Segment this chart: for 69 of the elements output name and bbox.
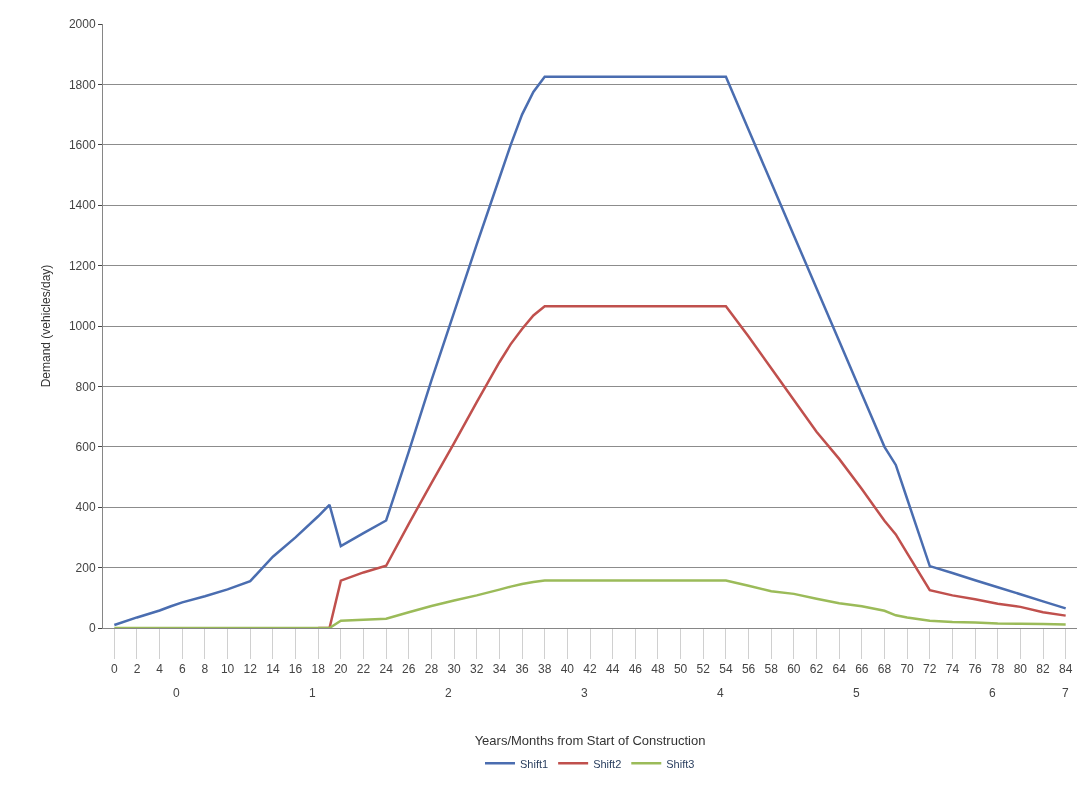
- text: 4: [717, 686, 724, 700]
- x-tick-label: 50: [673, 662, 688, 677]
- x-tick-label: 26: [402, 662, 416, 677]
- x-tick-label: 2: [133, 662, 141, 677]
- x-tick-label: 66: [855, 662, 869, 677]
- x-tick-label: 6: [178, 662, 186, 677]
- y-tick-label: 2000: [68, 17, 96, 32]
- x-tick-label: 76: [968, 662, 983, 677]
- y-tick-label: 1800: [68, 77, 96, 92]
- y-axis-title: Demand (vehicles/day): [39, 264, 54, 388]
- y-tick-label: 200: [75, 560, 96, 575]
- y-tick-label: 1000: [68, 319, 96, 334]
- x-tick-label: 36: [515, 662, 530, 677]
- x-tick-label: 10: [220, 662, 235, 677]
- x-axis-title: Years/Months from Start of Construction: [474, 733, 706, 748]
- x-tick-label: 32: [470, 662, 484, 677]
- x-tick-label: 48: [651, 662, 665, 677]
- y-tick-label: 800: [75, 379, 96, 394]
- text: 6: [989, 686, 996, 700]
- x-tick-label: 56: [741, 662, 756, 677]
- x-tick-label: 40: [560, 662, 575, 677]
- y-tick-label: 400: [75, 500, 96, 515]
- y-tick-label: 1400: [68, 198, 96, 213]
- x-tick-label: 24: [379, 662, 394, 677]
- x-tick-label: 18: [311, 662, 326, 677]
- x-tick-label: 74: [945, 662, 960, 677]
- x-tick-label: 34: [492, 662, 507, 677]
- text: 7: [1062, 686, 1069, 700]
- text: 0: [173, 686, 180, 700]
- x-tick-label: 68: [877, 662, 892, 677]
- text: 3: [581, 686, 588, 700]
- legend-label: Shift1: [520, 757, 549, 770]
- legend-label: Shift2: [593, 757, 622, 770]
- x-tick-label: 82: [1036, 662, 1051, 677]
- line-series: [113, 579, 1067, 628]
- x-tick-label: 80: [1013, 662, 1028, 677]
- text: 2: [445, 686, 452, 700]
- x-tick-label: 52: [696, 662, 711, 677]
- x-tick-label: 22: [356, 662, 371, 677]
- x-tick-label: 28: [424, 662, 439, 677]
- line-series: [113, 75, 1067, 627]
- x-tick-label: 38: [538, 662, 552, 677]
- x-tick-label: 0: [110, 662, 118, 677]
- x-tick-label: 62: [809, 662, 824, 677]
- y-tick-label: 1600: [68, 138, 96, 152]
- y-tick-label: 1200: [68, 258, 96, 273]
- x-tick-label: 14: [266, 662, 280, 677]
- text: 5: [853, 686, 860, 700]
- y-tick-label: 600: [75, 440, 96, 454]
- y-tick-label: 0: [88, 621, 96, 636]
- x-tick-label: 42: [583, 662, 597, 677]
- legend-label: Shift3: [666, 757, 695, 770]
- x-tick-label: 4: [156, 662, 164, 677]
- x-tick-label: 78: [991, 662, 1005, 677]
- x-tick-label: 60: [787, 662, 801, 677]
- x-tick-label: 46: [628, 662, 643, 677]
- x-tick-label: 44: [605, 662, 620, 677]
- x-tick-label: 30: [447, 662, 462, 677]
- x-tick-label: 58: [764, 662, 779, 677]
- x-tick-label: 64: [832, 662, 847, 677]
- x-tick-label: 84: [1058, 662, 1073, 677]
- x-tick-label: 8: [201, 662, 209, 677]
- x-tick-label: 12: [243, 662, 258, 677]
- x-tick-label: 16: [288, 662, 303, 677]
- x-tick-label: 20: [334, 662, 348, 677]
- x-tick-label: 70: [900, 662, 915, 677]
- text: 1: [309, 686, 316, 700]
- x-tick-label: 54: [719, 662, 733, 677]
- x-tick-label: 72: [923, 662, 937, 677]
